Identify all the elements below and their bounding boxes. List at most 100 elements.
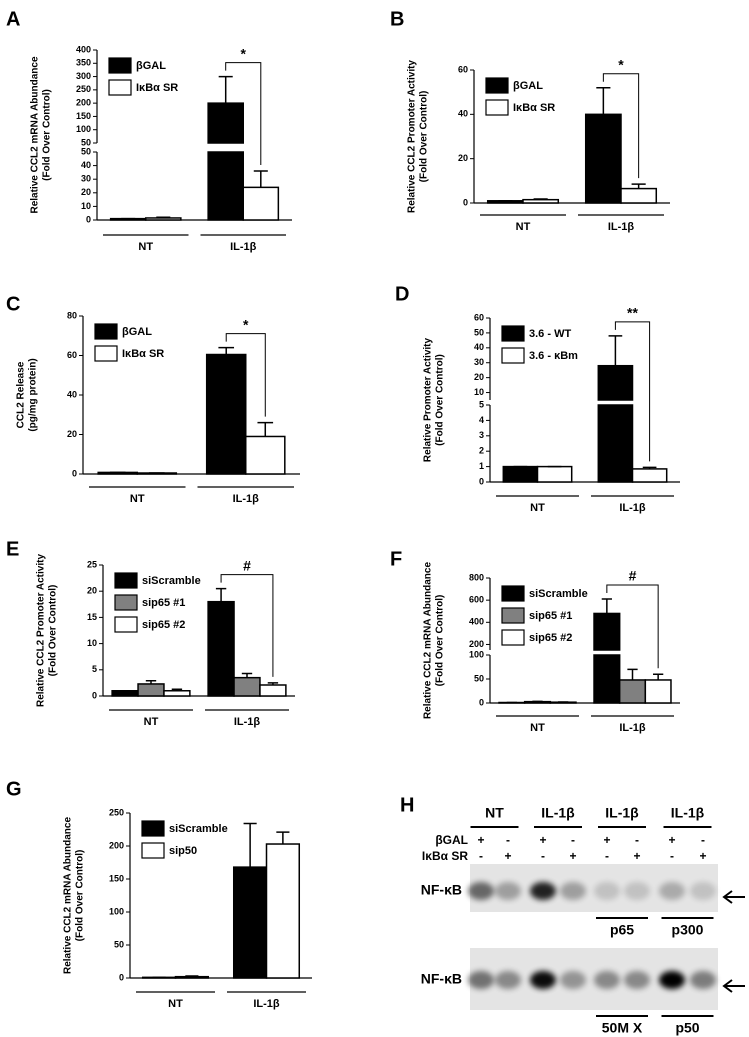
y-tick-label: 0	[86, 214, 91, 224]
lane-sign: +	[477, 833, 484, 847]
y-tick-label: 40	[81, 160, 91, 170]
y-tick-label: 100	[469, 649, 484, 659]
group-label: NT	[485, 805, 504, 821]
x-tick-label: IL-1β	[233, 493, 260, 505]
y-axis-label: (Fold Over Control)	[75, 850, 86, 942]
y-tick-label: 200	[76, 98, 91, 108]
x-tick-label: NT	[530, 502, 545, 514]
blot-band	[594, 971, 620, 989]
error-bar	[608, 335, 623, 366]
legend-swatch	[114, 594, 138, 611]
y-tick-label: 200	[109, 840, 124, 850]
legend-swatch	[485, 99, 509, 116]
panel-label: F	[390, 548, 402, 570]
row-label: IκBα SR	[422, 849, 468, 863]
legend-label: sip65 #2	[142, 619, 185, 631]
blot-band	[624, 882, 650, 900]
x-tick-label: IL-1β	[253, 998, 280, 1010]
bar	[593, 654, 621, 704]
panel-label: C	[6, 293, 20, 315]
legend-swatch	[114, 616, 138, 633]
y-axis-label: (Fold Over Control)	[42, 89, 53, 181]
blot-band	[560, 882, 586, 900]
bar	[111, 690, 139, 697]
y-axis-label: (Fold Over Control)	[48, 585, 59, 677]
blot-label: NF-κB	[421, 971, 462, 987]
bar	[207, 151, 244, 221]
y-tick-label: 20	[67, 429, 77, 439]
significance-label: **	[627, 305, 638, 321]
legend-label: sip65 #1	[529, 610, 572, 622]
significance-label: *	[243, 316, 249, 332]
x-tick-label: NT	[138, 241, 153, 253]
blot-band	[690, 971, 716, 989]
lane-sign: -	[605, 849, 609, 863]
legend-swatch	[501, 347, 525, 364]
y-axis-label: (Fold Over Control)	[419, 91, 430, 183]
bar	[593, 612, 621, 651]
y-tick-label: 15	[87, 612, 97, 622]
error-bar	[171, 688, 183, 691]
significance-bracket	[602, 73, 640, 179]
lane-sign: -	[701, 833, 705, 847]
lane-sign: -	[479, 849, 483, 863]
lane-sign: +	[539, 833, 546, 847]
legend-swatch	[501, 629, 525, 646]
bar	[174, 975, 210, 979]
y-tick-label: 20	[458, 153, 468, 163]
significance-label: *	[241, 45, 247, 61]
lane-sign: -	[541, 849, 545, 863]
error-bar	[215, 587, 227, 602]
y-tick-label: 50	[81, 146, 91, 156]
error-bar	[185, 975, 199, 977]
bar	[522, 198, 560, 204]
bar	[265, 843, 301, 979]
y-tick-label: 1	[479, 461, 484, 471]
y-axis-label: Relative CCL2 mRNA Abundance	[423, 562, 434, 720]
blot-band	[468, 971, 494, 989]
bar	[584, 113, 622, 204]
bar	[163, 690, 191, 697]
y-tick-label: 50	[114, 939, 124, 949]
probe-label: 50M X	[602, 1020, 643, 1036]
y-tick-label: 40	[458, 109, 468, 119]
y-tick-label: 0	[119, 972, 124, 982]
error-bar	[276, 831, 290, 845]
lane-sign: +	[603, 833, 610, 847]
y-tick-label: 25	[87, 559, 97, 569]
y-axis-label: Relative Promoter Activity	[423, 338, 434, 463]
y-tick-label: 100	[109, 906, 124, 916]
error-bar	[596, 86, 611, 115]
legend-label: βGAL	[136, 60, 166, 72]
y-axis-label: (Fold Over Control)	[435, 354, 446, 446]
y-tick-label: 0	[72, 468, 77, 478]
y-tick-label: 80	[67, 310, 77, 320]
x-tick-label: NT	[144, 716, 159, 728]
legend-swatch	[501, 585, 525, 602]
error-bar	[642, 466, 657, 469]
y-axis-label: Relative CCL2 Promoter Activity	[407, 60, 418, 213]
legend-label: sip50	[169, 845, 197, 857]
group-label: IL-1β	[605, 805, 639, 821]
blot-band	[530, 971, 556, 989]
significance-bracket	[614, 321, 651, 462]
y-tick-label: 40	[474, 342, 484, 352]
x-tick-label: IL-1β	[619, 502, 646, 514]
error-bar	[267, 682, 279, 685]
bar	[620, 187, 658, 204]
bar	[597, 404, 634, 483]
y-tick-label: 2	[479, 446, 484, 456]
x-tick-label: NT	[168, 998, 183, 1010]
error-bar	[145, 680, 157, 684]
y-tick-label: 0	[479, 697, 484, 707]
group-label: IL-1β	[671, 805, 705, 821]
y-tick-label: 5	[92, 664, 97, 674]
lane-sign: -	[635, 833, 639, 847]
row-label: βGAL	[435, 833, 468, 847]
legend-swatch	[108, 57, 132, 74]
legend-label: sip65 #1	[142, 597, 185, 609]
y-tick-label: 10	[87, 638, 97, 648]
blot-band	[468, 882, 494, 900]
